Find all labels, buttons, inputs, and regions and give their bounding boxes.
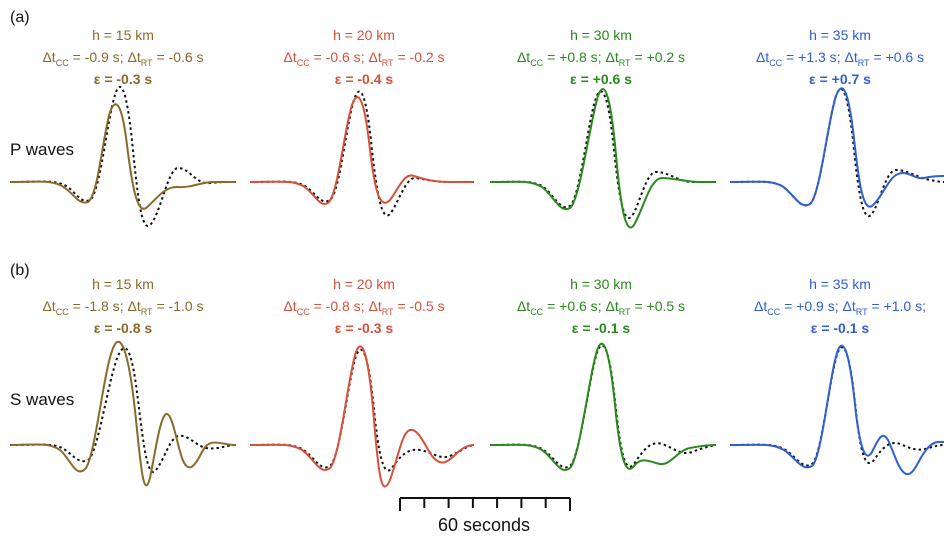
panel-a-wave-label: P waves [10,140,74,159]
panel-a-trace-1-header: h = 15 km ΔtCC = -0.9 s; ΔtRT = -0.6 s ε… [42,27,203,87]
panel-a-trace-2-waveform [249,96,475,205]
panel-a-trace-2-header: h = 20 km ΔtCC = -0.6 s; ΔtRT = -0.2 s ε… [283,27,444,87]
trace-depth-label: h = 15 km [92,276,154,292]
panel-a-trace-1-waveform [9,103,237,210]
panel-b-trace-1-header: h = 15 km ΔtCC = -1.8 s; ΔtRT = -1.0 s ε… [42,276,203,336]
panel-b-trace-4-header: h = 35 km ΔtCC = +0.9 s; ΔtRT = +1.0 s; … [754,276,926,336]
trace-delay-label: ΔtCC = -0.9 s; ΔtRT = -0.6 s [42,49,203,68]
panel-b-trace-3-waveform [489,342,717,471]
panel-a-trace-3-header: h = 30 km ΔtCC = +0.8 s; ΔtRT = +0.2 s ε… [517,27,685,87]
panel-a-trace-4-header: h = 35 km ΔtCC = +1.3 s; ΔtRT = +0.6 s ε… [756,27,924,87]
trace-delay-label: ΔtCC = +0.8 s; ΔtRT = +0.2 s [517,49,685,68]
panel-a-trace-2-reference [249,90,475,217]
trace-delay-label: ΔtCC = +1.3 s; ΔtRT = +0.6 s [756,49,924,68]
trace-depth-label: h = 35 km [809,27,871,43]
panel-b-trace-3-reference [489,344,717,469]
panel-b-trace-1-waveform [9,340,237,487]
panel-a-trace-4-waveform [729,87,944,208]
trace-epsilon-label: ε = -0.4 s [335,71,394,87]
panel-b-label: (b) [10,262,30,279]
trace-epsilon-label: ε = -0.1 s [572,320,631,336]
trace-epsilon-label: ε = -0.8 s [94,320,153,336]
trace-depth-label: h = 20 km [333,276,395,292]
trace-depth-label: h = 30 km [570,276,632,292]
panel-b-trace-2-waveform [249,345,475,488]
panel-b: (b) S waves h = 15 km ΔtCC = -1.8 s; ΔtR… [9,262,944,488]
scale-bar-label: 60 seconds [438,515,530,535]
trace-delay-label: ΔtCC = -1.8 s; ΔtRT = -1.0 s [42,298,203,317]
time-scale-bar: 60 seconds [399,497,571,535]
trace-depth-label: h = 20 km [333,27,395,43]
panel-a: (a) P waves h = 15 km ΔtCC = -0.9 s; ΔtR… [9,9,944,229]
panel-b-wave-label: S waves [10,390,74,409]
panel-a-trace-3-waveform [489,88,717,229]
trace-depth-label: h = 35 km [809,276,871,292]
panel-a-trace-4-reference [729,88,944,217]
panel-a-label: (a) [10,9,30,26]
panel-b-trace-1-reference [9,347,237,473]
trace-depth-label: h = 15 km [92,27,154,43]
trace-delay-label: ΔtCC = -0.6 s; ΔtRT = -0.2 s [283,49,444,68]
panel-b-trace-2-reference [249,348,475,472]
panel-a-trace-3-reference [489,90,717,219]
trace-delay-label: ΔtCC = +0.6 s; ΔtRT = +0.5 s [517,298,685,317]
trace-delay-label: ΔtCC = +0.9 s; ΔtRT = +1.0 s; [754,298,926,317]
panel-b-trace-2-header: h = 20 km ΔtCC = -0.8 s; ΔtRT = -0.5 s ε… [283,276,444,336]
trace-epsilon-label: ε = +0.7 s [809,71,871,87]
trace-epsilon-label: ε = -0.3 s [94,71,153,87]
trace-delay-label: ΔtCC = -0.8 s; ΔtRT = -0.5 s [283,298,444,317]
panel-b-trace-3-header: h = 30 km ΔtCC = +0.6 s; ΔtRT = +0.5 s ε… [517,276,685,336]
scale-bar-line [399,497,571,511]
trace-epsilon-label: ε = -0.1 s [811,320,870,336]
trace-epsilon-label: ε = +0.6 s [570,71,632,87]
panel-b-trace-4-reference [729,346,944,467]
trace-epsilon-label: ε = -0.3 s [335,320,394,336]
trace-depth-label: h = 30 km [570,27,632,43]
panel-b-trace-4-waveform [729,344,944,476]
